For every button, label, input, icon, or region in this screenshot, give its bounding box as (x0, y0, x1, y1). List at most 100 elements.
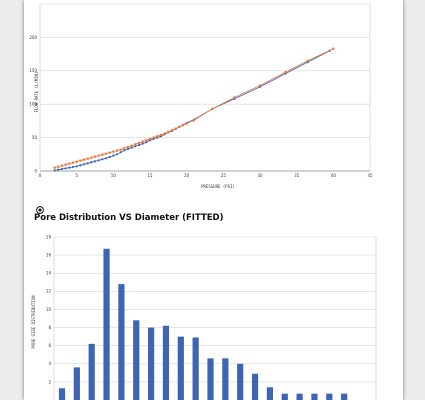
chart1-x-tick-label: 35 (294, 173, 300, 178)
chart2-y-tick-label: 4 (48, 361, 51, 366)
chart1-data-point (75, 165, 78, 168)
chart2-bar (162, 325, 170, 400)
chart1-y-tick-label: 100 (29, 102, 37, 107)
chart1-data-point (185, 122, 188, 125)
chart2-bar (103, 248, 110, 400)
chart2-bar (88, 343, 95, 400)
chart1-data-point (82, 158, 86, 161)
chart1-data-point (137, 141, 141, 145)
chart1-data-point (112, 154, 115, 157)
chart1-tick-labels: 0 50 100 150 200 0 5 10 15 20 25 30 35 40 45 (29, 35, 373, 178)
chart1-data-point (104, 157, 108, 160)
chart2-y-tick-label: 8 (48, 325, 51, 330)
chart2-y-axis-label: PORE SIZE DISTRIBUTION (31, 295, 36, 349)
flow-rate-chart: 0 50 100 150 200 0 5 10 15 20 25 30 35 40 45 PRESSURE … (29, 3, 373, 189)
chart1-x-tick-label: 20 (184, 173, 190, 178)
chart2-bar (266, 387, 273, 400)
chart1-data-point (75, 160, 78, 163)
chart1-series-line (54, 48, 334, 169)
chart1-data-point (167, 130, 170, 134)
chart1-data-point (82, 163, 86, 166)
chart1-data-point (60, 167, 64, 171)
chart1-series-line (54, 50, 330, 171)
chart2-bar (237, 363, 244, 400)
chart1-y-axis-label: FLOW RATE (L/MIN) (34, 72, 39, 113)
chart2-y-tick-label: 2 (48, 379, 51, 384)
chart1-data-point (112, 150, 115, 153)
chart1-data-point (108, 155, 111, 159)
chart1-data-point (79, 159, 82, 162)
chart1-data-point (90, 156, 93, 159)
target-icon (36, 206, 44, 214)
chart1-x-tick-label: 40 (331, 173, 337, 178)
chart1-x-tick-label: 10 (111, 173, 117, 178)
chart1-y-tick-label: 200 (29, 35, 37, 40)
chart1-data-point (53, 169, 56, 172)
chart1-data-point (332, 47, 335, 50)
chart1-x-tick-label: 45 (367, 173, 373, 178)
chart1-data-point (145, 141, 148, 144)
document-page (24, 0, 403, 400)
chart1-data-point (159, 133, 163, 137)
chart2-grid (54, 236, 376, 383)
chart1-data-point (86, 162, 89, 165)
chart2-bar (73, 367, 80, 400)
pore-distribution-chart: 2 4 6 8 10 12 14 16 18 PORE SIZE DISTRIBUTION (31, 234, 377, 400)
chart1-data-point (115, 149, 119, 152)
chart1-y-tick-label: 150 (29, 68, 37, 73)
chart1-data-point (97, 159, 100, 162)
chart1-x-tick-label: 0 (39, 173, 42, 178)
chart1-data-point (123, 149, 126, 152)
chart1-data-point (97, 154, 100, 157)
chart1-data-point (156, 135, 159, 138)
chart1-data-point (163, 132, 166, 135)
chart1-data-point (134, 143, 137, 146)
chart1-data-point (68, 162, 71, 165)
chart1-axes (39, 4, 371, 172)
chart1-x-axis-label: PRESSURE (PSI) (201, 184, 235, 189)
chart2-bar (222, 358, 229, 400)
chart1-data-point (284, 71, 287, 74)
chart1-data-point (104, 152, 108, 155)
chart1-data-point (141, 142, 144, 145)
chart2-bar (326, 393, 333, 400)
chart1-grid (40, 3, 370, 138)
chart1-data-point (90, 161, 93, 164)
chart2-bar (281, 393, 288, 400)
chart2-bar (148, 327, 155, 400)
chart1-data-point (64, 163, 67, 166)
chart2-bar (251, 373, 259, 400)
chart1-data-point (181, 124, 185, 127)
chart2-y-tick-label: 12 (46, 289, 52, 294)
chart1-x-tick-label: 25 (221, 173, 227, 178)
chart1-data-point (93, 155, 97, 158)
chart1-data-point (53, 166, 56, 169)
chart2-bar (177, 336, 184, 400)
chart2-bar (207, 358, 214, 400)
chart2-axes (53, 237, 377, 400)
chart1-data-point (306, 59, 309, 62)
chart1-data-point (134, 145, 137, 148)
chart1-data-point (108, 151, 111, 154)
chart1-data-point (86, 157, 89, 160)
chart2-y-tick-label: 6 (48, 343, 51, 348)
chart2-bar (341, 393, 348, 400)
chart1-data-point (115, 153, 119, 156)
chart2-y-tick-label: 16 (46, 253, 52, 258)
chart1-data-point (119, 151, 122, 154)
chart1-x-tick-label: 15 (147, 173, 153, 178)
chart1-data-point (123, 147, 126, 150)
chart1-data-point (137, 143, 141, 147)
chart1-data-point (130, 146, 133, 149)
chart1-data-point (192, 119, 196, 122)
chart1-data-point (211, 107, 214, 110)
chart1-data-point (101, 153, 104, 156)
chart1-data-point (130, 144, 133, 147)
chart1-data-point (71, 165, 75, 169)
chart1-data-point (152, 136, 155, 139)
chart1-data-point (174, 127, 177, 130)
chart1-data-point (119, 148, 122, 151)
chart2-bar (133, 320, 140, 400)
chart2-bar (296, 393, 303, 400)
chart1-x-tick-label: 30 (257, 173, 263, 178)
